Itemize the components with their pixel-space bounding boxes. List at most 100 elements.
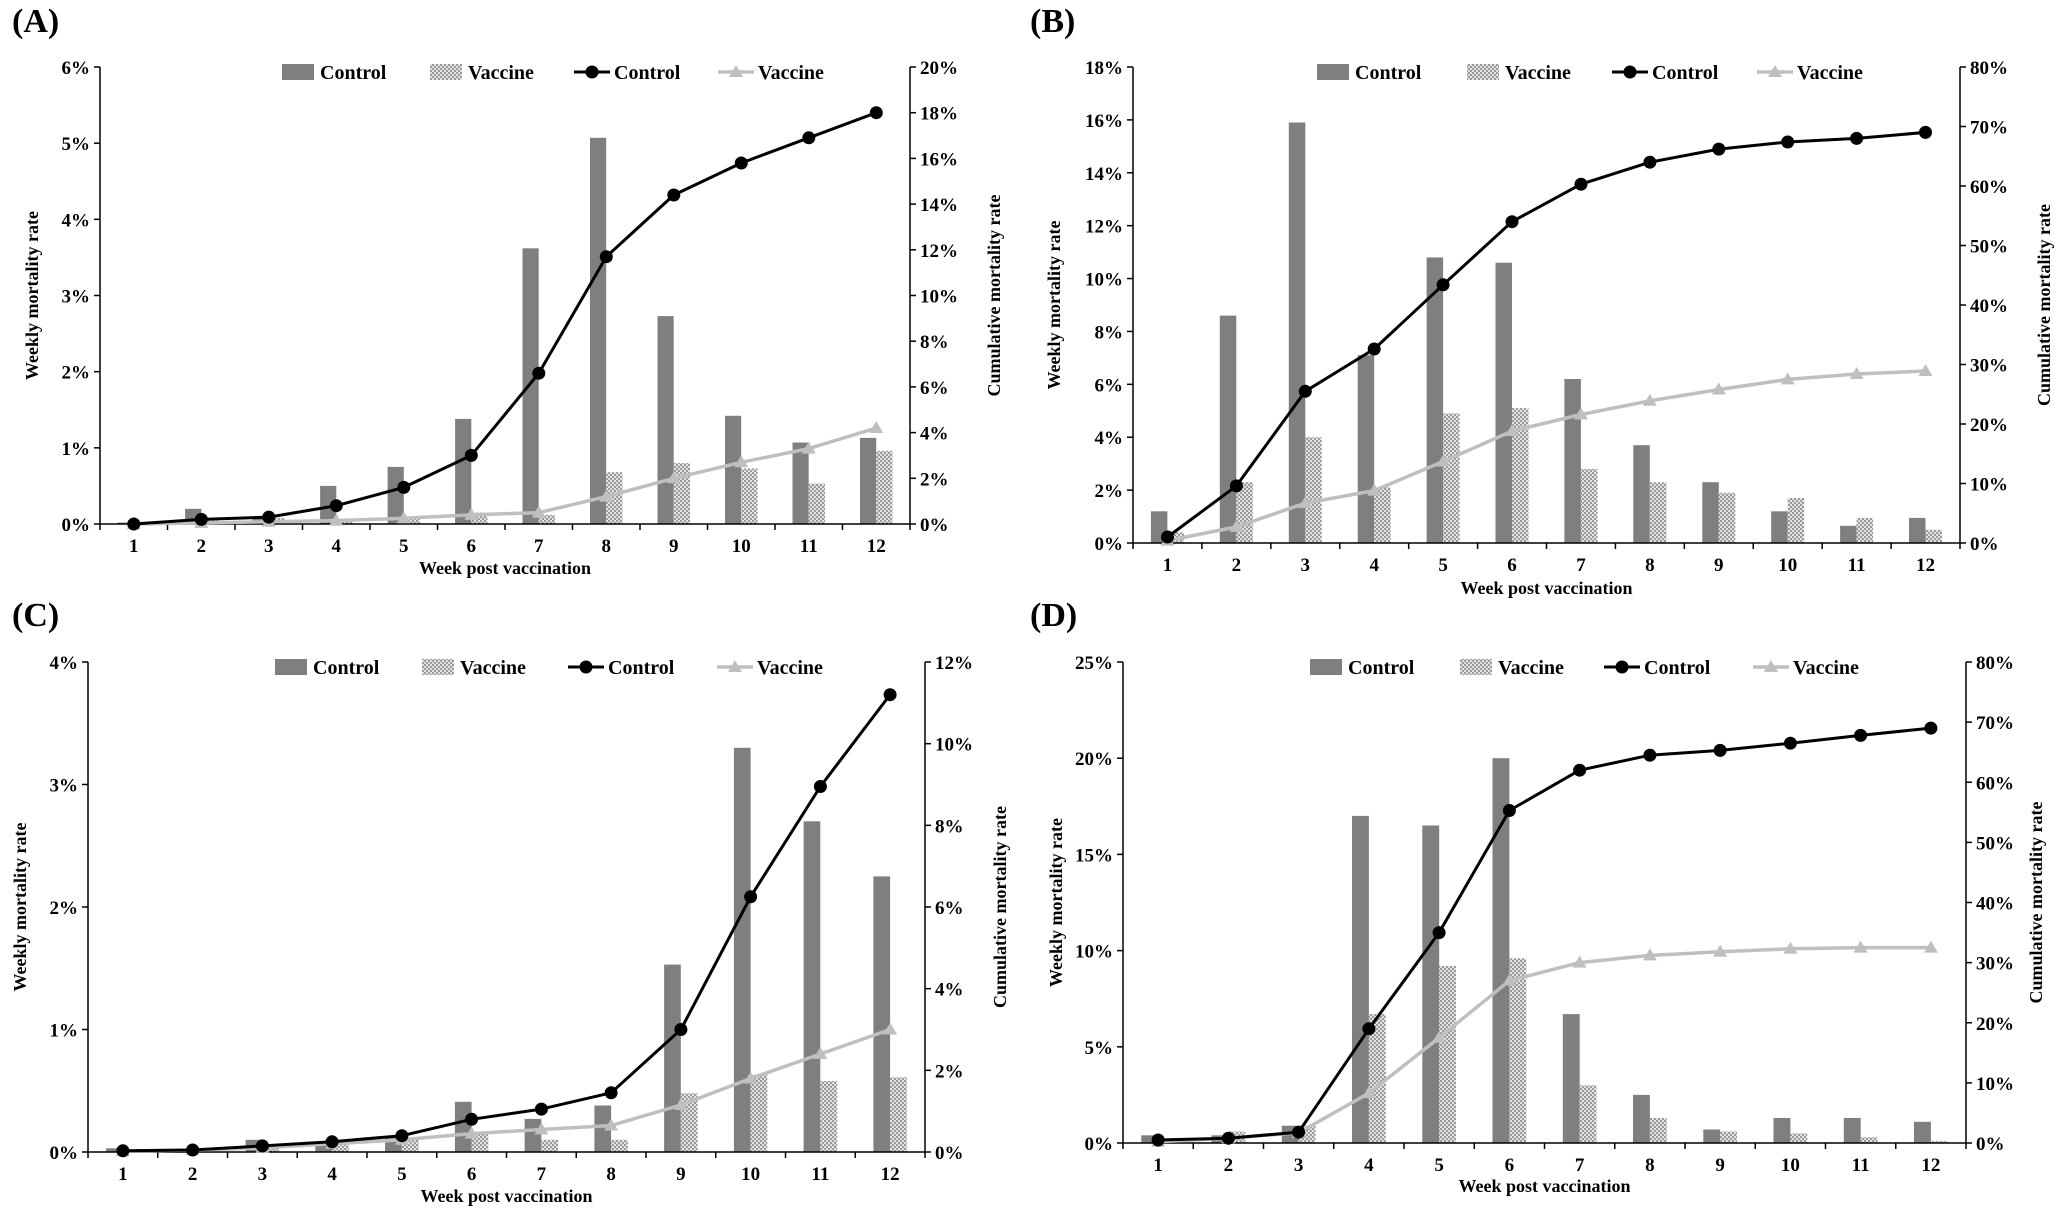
y2-tick-label: 12% (920, 241, 958, 262)
bar-control-week-9 (1703, 1129, 1721, 1143)
y2-tick-label: 80% (1970, 58, 2008, 79)
x-tick-label: 3 (264, 536, 274, 557)
point-control-week-1 (1161, 530, 1174, 544)
legend-label-line-control: Control (1644, 657, 1711, 679)
line-control-cumulative (133, 111, 877, 526)
point-control-week-6 (1502, 804, 1516, 817)
bar-control-week-6 (1492, 758, 1510, 1143)
bar-control-week-12 (1914, 1121, 1931, 1143)
point-control-week-9 (674, 1023, 688, 1036)
point-control-week-4 (1367, 342, 1381, 356)
x-tick-label: 1 (118, 1164, 128, 1185)
x-tick-label: 2 (1224, 1155, 1234, 1176)
bar-vaccine-week-10 (741, 468, 758, 524)
y2-tick-label: 40% (1976, 894, 2014, 915)
y2-tick-label: 70% (1970, 118, 2008, 139)
y2-tick-label: 12% (935, 653, 973, 674)
point-control-week-3 (1292, 1125, 1306, 1139)
x-tick-label: 7 (534, 536, 544, 557)
bar-vaccine-week-5 (1443, 413, 1460, 543)
y-axis-title: Weekly mortality rate (10, 823, 30, 992)
y-tick-label: 6% (1095, 375, 1124, 396)
y2-tick-label: 16% (920, 149, 958, 170)
point-control-week-10 (1781, 135, 1795, 149)
y-tick-label: 2% (50, 898, 79, 919)
bar-vaccine-week-10 (750, 1074, 768, 1152)
legend-swatch-bar-vaccine (1460, 659, 1492, 675)
point-control-week-2 (1229, 479, 1243, 493)
legend-label-line-vaccine: Vaccine (1797, 62, 1863, 84)
point-control-week-6 (464, 448, 478, 462)
point-vaccine-week-11 (1853, 940, 1868, 953)
y2-tick-label: 8% (935, 816, 964, 837)
point-control-week-11 (1850, 131, 1864, 145)
point-vaccine-week-6 (1505, 424, 1520, 437)
x-tick-label: 6 (1505, 1155, 1515, 1176)
bar-vaccine-week-9 (1718, 492, 1736, 543)
legend-label-bar-vaccine: Vaccine (1505, 62, 1571, 84)
bar-vaccine-week-7 (1581, 469, 1598, 543)
panel-label: (B) (1030, 3, 1075, 40)
y-tick-label: 2% (62, 363, 91, 384)
panel-label: (C) (12, 597, 59, 634)
y-tick-label: 16% (1085, 111, 1123, 132)
x-tick-label: 4 (327, 1164, 337, 1185)
point-vaccine-week-11 (813, 1047, 828, 1059)
x-tick-label: 7 (1576, 555, 1586, 576)
legend-label-bar-vaccine: Vaccine (460, 657, 526, 679)
bar-control-week-4 (1357, 355, 1375, 543)
y-tick-label: 0% (1095, 534, 1124, 555)
point-vaccine-week-12 (869, 421, 884, 434)
point-vaccine-week-12 (1918, 364, 1933, 377)
bar-control-week-9 (1702, 482, 1719, 543)
x-tick-label: 10 (741, 1164, 760, 1185)
point-vaccine-week-10 (743, 1071, 758, 1084)
point-vaccine-week-12 (1923, 940, 1938, 953)
legend-label-line-vaccine: Vaccine (1793, 657, 1859, 679)
point-control-week-8 (604, 1086, 618, 1100)
point-control-week-3 (1298, 384, 1312, 398)
x-tick-label: 10 (1781, 1155, 1800, 1176)
x-tick-label: 6 (467, 536, 477, 557)
bar-vaccine-week-8 (606, 472, 623, 524)
panel-label: (A) (12, 3, 59, 40)
bar-vaccine-week-12 (890, 1077, 907, 1152)
x-axis-title: Week post vaccination (1458, 1176, 1630, 1196)
y-tick-label: 10% (1085, 270, 1123, 291)
x-tick-label: 3 (258, 1164, 268, 1185)
point-control-week-8 (599, 250, 613, 264)
x-tick-label: 5 (397, 1164, 407, 1185)
y2-tick-label: 0% (1970, 534, 1999, 555)
y-tick-label: 4% (1095, 428, 1124, 449)
x-tick-label: 6 (467, 1164, 477, 1185)
y-tick-label: 0% (1085, 1134, 1114, 1155)
point-vaccine-week-6 (1502, 973, 1517, 986)
x-tick-label: 1 (1153, 1155, 1163, 1176)
bar-control-week-9 (664, 964, 681, 1152)
x-tick-label: 4 (1369, 555, 1379, 576)
point-control-week-2 (186, 1143, 200, 1157)
y2-tick-label: 10% (935, 735, 973, 756)
y-tick-label: 6% (62, 58, 91, 79)
y-tick-label: 2% (1095, 481, 1124, 502)
point-vaccine-week-11 (1849, 367, 1864, 380)
bar-vaccine-week-5 (403, 517, 420, 524)
bar-vaccine-week-12 (1925, 529, 1942, 543)
x-tick-label: 7 (1575, 1155, 1585, 1176)
y2-tick-label: 80% (1976, 653, 2014, 674)
bar-control-week-7 (1562, 1014, 1580, 1143)
y-tick-label: 3% (62, 287, 91, 308)
legend-swatch-bar-control (1317, 64, 1349, 80)
x-tick-label: 3 (1294, 1155, 1304, 1176)
point-vaccine-week-8 (1642, 393, 1657, 406)
point-vaccine-week-12 (883, 1022, 898, 1035)
point-control-week-1 (116, 1144, 130, 1158)
y2-tick-label: 10% (1976, 1074, 2014, 1095)
x-tick-label: 9 (1714, 555, 1724, 576)
y-tick-label: 5% (1085, 1038, 1114, 1059)
y2-tick-label: 60% (1970, 177, 2008, 198)
legend-swatch-bar-control (275, 659, 307, 675)
point-control-week-7 (1574, 177, 1588, 191)
point-vaccine-week-7 (1573, 407, 1588, 420)
